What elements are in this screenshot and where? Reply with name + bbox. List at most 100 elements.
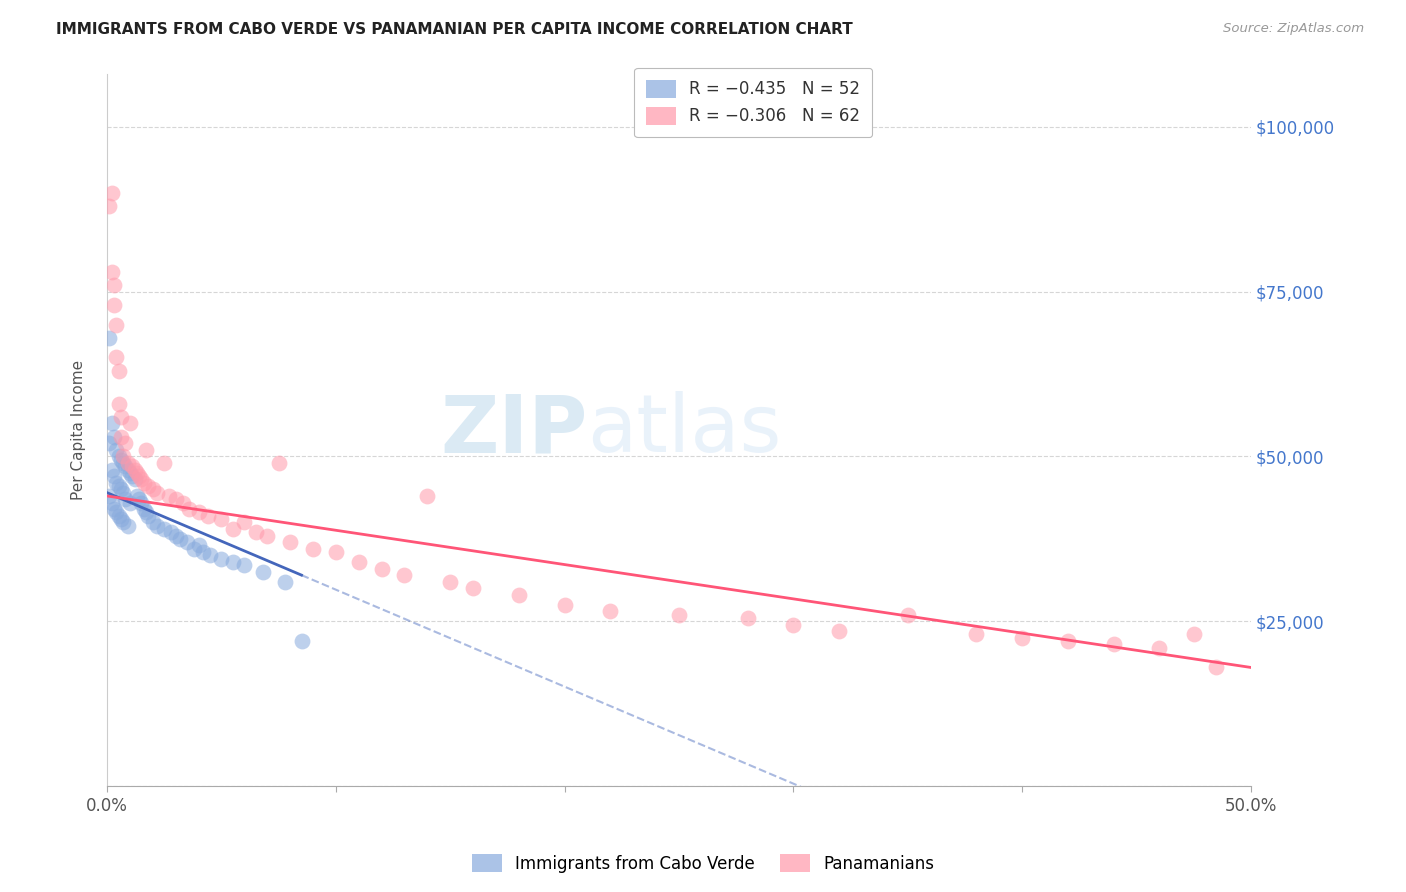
Point <box>136 508 159 523</box>
Legend: Immigrants from Cabo Verde, Panamanians: Immigrants from Cabo Verde, Panamanians <box>465 847 941 880</box>
Point <box>107 508 129 523</box>
Point <box>135 442 157 457</box>
Point <box>105 475 128 490</box>
Point <box>128 492 150 507</box>
Point <box>103 277 125 292</box>
Point <box>110 429 132 443</box>
Point <box>198 549 221 563</box>
Point <box>1011 631 1033 645</box>
Point <box>128 469 150 483</box>
Point <box>737 611 759 625</box>
Point <box>100 265 122 279</box>
Point <box>252 565 274 579</box>
Point <box>782 617 804 632</box>
Point <box>132 502 155 516</box>
Point <box>107 364 129 378</box>
Point <box>121 459 143 474</box>
Point <box>103 469 125 483</box>
Text: ZIP: ZIP <box>440 391 588 469</box>
Point <box>1056 634 1078 648</box>
Point <box>131 473 153 487</box>
Point <box>256 528 278 542</box>
Point <box>107 479 129 493</box>
Point <box>118 417 141 431</box>
Point <box>153 456 176 470</box>
Point <box>347 555 370 569</box>
Point <box>209 551 232 566</box>
Point <box>394 568 416 582</box>
Point <box>278 535 301 549</box>
Point <box>1149 640 1171 655</box>
Point <box>124 473 146 487</box>
Point <box>98 331 121 345</box>
Point <box>1182 627 1205 641</box>
Point <box>508 588 530 602</box>
Point <box>245 525 267 540</box>
Text: atlas: atlas <box>588 391 782 469</box>
Point <box>828 624 851 639</box>
Point <box>114 436 136 450</box>
Point <box>98 199 121 213</box>
Point <box>105 442 128 457</box>
Point <box>274 574 297 589</box>
Point <box>302 541 325 556</box>
Point <box>121 469 143 483</box>
Point <box>118 466 141 480</box>
Point <box>124 462 146 476</box>
Point <box>267 456 290 470</box>
Point <box>132 475 155 490</box>
Point <box>105 506 128 520</box>
Point <box>100 417 122 431</box>
Point <box>112 485 135 500</box>
Point <box>103 429 125 443</box>
Point <box>160 525 183 540</box>
Point <box>98 436 121 450</box>
Point <box>117 518 139 533</box>
Point <box>416 489 439 503</box>
Point <box>105 318 128 332</box>
Point <box>125 466 148 480</box>
Point <box>176 535 198 549</box>
Point <box>118 495 141 509</box>
Point <box>131 495 153 509</box>
Point <box>1205 660 1227 674</box>
Point <box>110 452 132 467</box>
Point <box>187 538 209 552</box>
Point <box>107 450 129 464</box>
Point <box>183 541 205 556</box>
Point <box>554 598 576 612</box>
Point <box>370 561 392 575</box>
Point <box>142 516 165 530</box>
Point <box>290 634 312 648</box>
Point <box>142 483 165 497</box>
Point <box>117 462 139 476</box>
Point <box>897 607 920 622</box>
Point <box>112 450 135 464</box>
Point <box>114 459 136 474</box>
Point <box>146 485 169 500</box>
Point <box>125 489 148 503</box>
Point <box>146 518 169 533</box>
Point <box>135 506 157 520</box>
Point <box>100 462 122 476</box>
Point <box>117 456 139 470</box>
Point <box>110 409 132 424</box>
Point <box>325 545 347 559</box>
Point <box>165 528 187 542</box>
Point <box>1102 637 1125 651</box>
Point <box>103 502 125 516</box>
Point <box>187 506 209 520</box>
Point <box>110 512 132 526</box>
Point <box>965 627 987 641</box>
Point <box>233 558 256 573</box>
Point <box>439 574 461 589</box>
Point <box>107 397 129 411</box>
Point <box>112 456 135 470</box>
Point <box>191 545 214 559</box>
Point <box>197 508 219 523</box>
Point <box>153 522 176 536</box>
Point <box>222 555 245 569</box>
Point <box>209 512 232 526</box>
Y-axis label: Per Capita Income: Per Capita Income <box>72 360 86 500</box>
Legend: R = −0.435   N = 52, R = −0.306   N = 62: R = −0.435 N = 52, R = −0.306 N = 62 <box>634 68 872 137</box>
